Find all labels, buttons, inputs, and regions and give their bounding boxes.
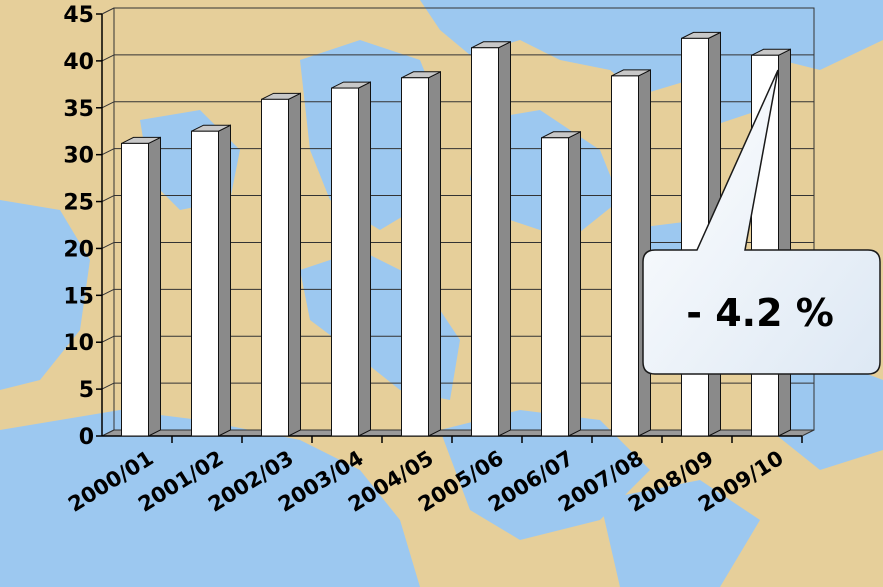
- bar-side: [218, 124, 231, 437]
- gridline-side: [101, 288, 115, 296]
- bar: [331, 81, 371, 437]
- bar: [471, 40, 511, 437]
- gridline-side: [101, 7, 115, 15]
- y-tick-label: 20: [63, 237, 94, 262]
- bar: [121, 136, 161, 437]
- bar: [401, 70, 441, 437]
- y-axis-tick-labels: 0 5 10 15 20 25 30 35 40 45: [63, 3, 94, 450]
- bar: [541, 130, 581, 437]
- y-tick-label: 15: [63, 284, 94, 309]
- y-tick-label: 40: [63, 50, 94, 75]
- bar-front: [611, 75, 639, 437]
- bar-side: [428, 70, 441, 437]
- bar: [611, 69, 651, 437]
- y-tick-label: 35: [63, 97, 94, 122]
- bar-side: [148, 136, 161, 437]
- callout-bubble: [642, 69, 881, 375]
- bar-side: [778, 48, 791, 437]
- gridline-side: [101, 195, 115, 203]
- gridline-side: [101, 101, 115, 109]
- gridline-side: [101, 54, 115, 62]
- y-tick-label: 5: [79, 378, 94, 403]
- bar-front: [191, 130, 219, 437]
- bar-front: [331, 87, 359, 437]
- gridline-side: [101, 241, 115, 249]
- bar-front: [541, 137, 569, 437]
- callout-annotation: - 4.2 %: [642, 69, 881, 375]
- bar-side: [498, 40, 511, 437]
- bar-front: [121, 142, 149, 437]
- bar-side: [358, 81, 371, 437]
- bar: [261, 92, 301, 437]
- gridline-side: [101, 382, 115, 390]
- y-tick-label: 0: [79, 425, 94, 450]
- y-tick-label: 25: [63, 191, 94, 216]
- callout-text: - 4.2 %: [686, 291, 834, 335]
- gridline-side: [101, 335, 115, 343]
- bar: [191, 124, 231, 437]
- bar-side: [568, 130, 581, 437]
- bar-side: [288, 92, 301, 437]
- bar-front: [471, 47, 499, 437]
- gridline-side: [101, 148, 115, 156]
- y-tick-label: 45: [63, 3, 94, 28]
- bar-front: [401, 77, 429, 437]
- y-tick-label: 30: [63, 144, 94, 169]
- y-tick-label: 10: [63, 331, 94, 356]
- bar-front: [261, 98, 289, 437]
